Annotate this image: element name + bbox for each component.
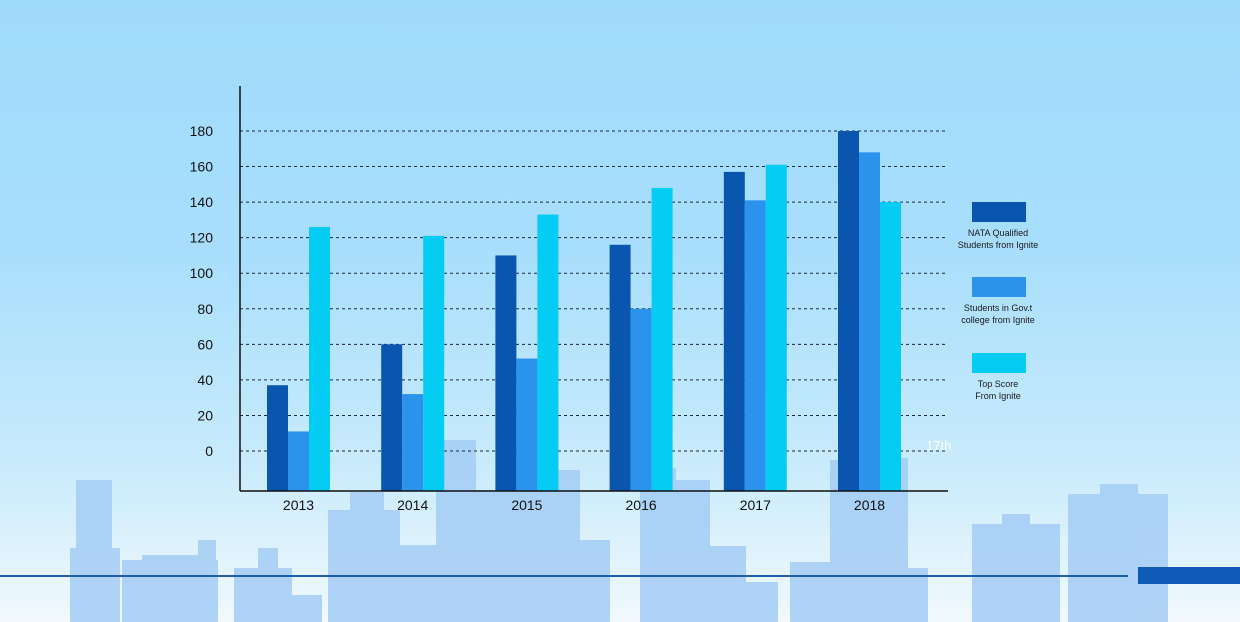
bar-2016-series-1 xyxy=(609,244,631,491)
legend-label: Top Score xyxy=(978,379,1019,389)
x-tick-label: 2017 xyxy=(740,497,771,513)
legend-label: From Ignite xyxy=(975,391,1021,401)
y-tick-label: 40 xyxy=(197,372,213,388)
bar-2018-series-2 xyxy=(859,152,880,492)
y-tick-label: 140 xyxy=(190,194,214,210)
y-tick-label: 100 xyxy=(190,265,214,281)
x-tick-label: 2015 xyxy=(511,497,542,513)
bar-2015-series-3 xyxy=(537,214,559,492)
bar-2016-series-2 xyxy=(630,308,652,491)
x-axis-labels: 2013 2014 2015 2016 2017 2018 xyxy=(283,497,885,513)
legend: NATA Qualified Students from Ignite Studen… xyxy=(958,202,1039,401)
accent-bar xyxy=(1138,567,1240,584)
bar-2015-series-1 xyxy=(495,255,517,491)
bar-2014-series-2 xyxy=(402,394,424,491)
bar-2016-series-3 xyxy=(651,187,673,491)
bar-2013-series-2 xyxy=(288,431,309,491)
y-tick-label: 80 xyxy=(197,301,213,317)
bar-2014-series-1 xyxy=(381,344,403,491)
axes xyxy=(239,86,948,492)
y-tick-label: 60 xyxy=(197,336,213,352)
y-tick-label: 0 xyxy=(205,443,213,459)
y-tick-label: 20 xyxy=(197,407,213,423)
x-tick-label: 2014 xyxy=(397,497,428,513)
legend-label: Students from Ignite xyxy=(958,240,1039,250)
bar-2015-series-2 xyxy=(516,358,538,491)
x-tick-label: 2016 xyxy=(626,497,657,513)
legend-swatch-1 xyxy=(972,202,1026,222)
legend-label: college from Ignite xyxy=(961,315,1035,325)
y-axis-ticks: 0 20 40 60 80 100 120 140 160 180 xyxy=(190,123,214,459)
gridlines xyxy=(240,130,948,452)
y-tick-label: 180 xyxy=(190,123,214,139)
bars-group xyxy=(267,131,901,492)
x-tick-label: 2018 xyxy=(854,497,885,513)
bar-2018-series-1 xyxy=(838,131,859,491)
bar-2018-series-3 xyxy=(880,202,901,491)
legend-label: Students in Gov.t xyxy=(964,303,1033,313)
x-tick-label: 2013 xyxy=(283,497,314,513)
bar-2017-series-3 xyxy=(765,164,787,491)
bar-2014-series-3 xyxy=(423,235,445,491)
annotation-text: 17th xyxy=(926,438,951,453)
y-tick-label: 120 xyxy=(190,230,214,246)
bar-2017-series-1 xyxy=(723,171,745,491)
legend-swatch-3 xyxy=(972,353,1026,373)
legend-swatch-2 xyxy=(972,277,1026,297)
bar-2013-series-1 xyxy=(267,385,288,491)
bar-2017-series-2 xyxy=(744,200,766,492)
bar-2013-series-3 xyxy=(309,227,330,491)
legend-label: NATA Qualified xyxy=(968,228,1028,238)
y-tick-label: 160 xyxy=(190,159,214,175)
